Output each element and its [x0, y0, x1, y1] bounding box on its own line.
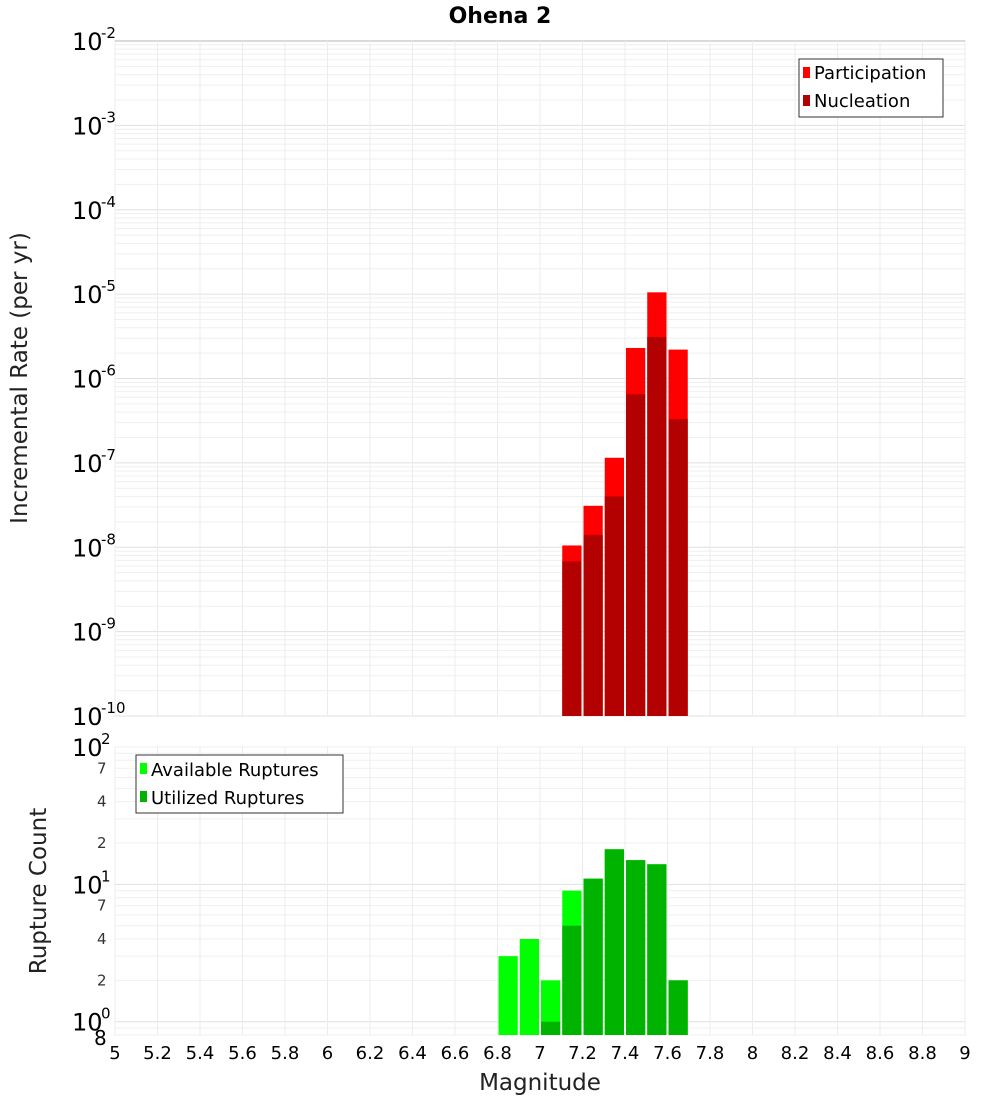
count-y-minor-tick-label: 7 — [97, 759, 107, 777]
x-axis-title: Magnitude — [479, 1070, 601, 1096]
rate-y-tick-exponent: -4 — [101, 193, 116, 211]
participation-legend-swatch — [803, 67, 810, 78]
count-legend: Available Ruptures Utilized Ruptures — [135, 754, 344, 814]
nucleation-bar — [626, 394, 646, 716]
x-tick-label: 8 — [747, 1043, 758, 1064]
utilized-ruptures-bar — [626, 860, 646, 1035]
rate-y-tick-exponent: -6 — [101, 362, 116, 380]
x-tick-label: 8.8 — [908, 1043, 937, 1064]
count-y-tick-label: 10 — [72, 734, 103, 762]
utilized-ruptures-bar — [647, 864, 667, 1035]
x-tick-label: 8.6 — [866, 1043, 895, 1064]
count-y-minor-tick-label: 4 — [97, 930, 107, 948]
nucleation-legend-swatch — [803, 95, 810, 106]
utilized-ruptures-bar — [562, 925, 582, 1035]
utilized-ruptures-bar — [541, 1021, 561, 1035]
x-tick-label: 8.2 — [781, 1043, 810, 1064]
x-tick-label: 7.2 — [568, 1043, 597, 1064]
count-y-minor-tick-label: 4 — [97, 793, 107, 811]
nucleation-bar — [647, 337, 667, 716]
x-tick-label: 5.8 — [271, 1043, 300, 1064]
available-legend-swatch — [140, 763, 147, 774]
chart-title: Ohena 2 — [449, 4, 552, 29]
x-tick-label: 7.6 — [653, 1043, 682, 1064]
count-y-tick-label: 10 — [72, 1009, 103, 1037]
rate-y-tick-exponent: -3 — [101, 108, 116, 126]
count-y-minor-tick-label: 2 — [97, 834, 107, 852]
rate-plot-grid — [114, 41, 966, 717]
nucleation-legend-label: Nucleation — [814, 91, 910, 112]
utilized-legend-swatch — [140, 791, 147, 802]
x-tick-label: 7.4 — [611, 1043, 640, 1064]
rate-y-tick-label: 10 — [72, 28, 103, 56]
count-y-minor-tick-label: 2 — [97, 971, 107, 989]
x-tick-label: 6.8 — [483, 1043, 512, 1064]
available-ruptures-bar — [519, 939, 539, 1035]
nucleation-bar — [562, 561, 582, 716]
x-tick-label: 9 — [959, 1043, 970, 1064]
count-y-axis-title: Rupture Count — [26, 808, 52, 974]
rate-y-tick-exponent: -2 — [101, 24, 116, 42]
x-tick-label: 6 — [322, 1043, 333, 1064]
rate-y-tick-label: 10 — [72, 197, 103, 225]
count-y-minor-tick-label: 8 — [94, 1026, 107, 1050]
count-y-tick-exponent: 1 — [101, 867, 111, 885]
available-ruptures-bar — [541, 980, 561, 1035]
x-tick-label: 5.2 — [143, 1043, 172, 1064]
rate-y-axis-title: Incremental Rate (per yr) — [7, 232, 33, 524]
rate-y-tick-exponent: -7 — [101, 446, 116, 464]
participation-legend-label: Participation — [814, 63, 926, 84]
x-tick-label: 7 — [534, 1043, 545, 1064]
nucleation-bar — [604, 496, 624, 716]
rate-legend: Participation Nucleation — [798, 58, 944, 118]
x-tick-label: 5 — [109, 1043, 120, 1064]
count-legend-box — [135, 754, 344, 814]
available-legend-label: Available Ruptures — [151, 760, 319, 781]
utilized-ruptures-bar — [583, 878, 603, 1035]
count-y-tick-exponent: 2 — [101, 730, 111, 748]
nucleation-bar — [583, 534, 603, 716]
utilized-ruptures-bar — [668, 980, 688, 1035]
nucleation-bar — [668, 419, 688, 716]
x-tick-label: 5.6 — [228, 1043, 257, 1064]
x-tick-label: 6.2 — [356, 1043, 385, 1064]
rate-legend-box — [798, 58, 944, 118]
x-tick-label: 6.6 — [441, 1043, 470, 1064]
x-axis-ticks: 5 5.2 5.4 5.6 5.8 6 6.2 6.4 6.6 6.8 7 7.2 7.4 7.6 7.8 8… — [109, 1043, 970, 1064]
x-tick-label: 8.4 — [823, 1043, 852, 1064]
x-tick-label: 7.8 — [696, 1043, 725, 1064]
rate-y-tick-label: 10 — [72, 619, 103, 647]
available-ruptures-bar — [498, 956, 518, 1035]
x-tick-label: 5.4 — [186, 1043, 215, 1064]
utilized-ruptures-bar — [604, 849, 624, 1035]
rate-y-tick-exponent: -5 — [101, 277, 116, 295]
x-tick-label: 6.4 — [398, 1043, 427, 1064]
count-y-minor-tick-label: 7 — [97, 897, 107, 915]
rate-y-tick-label: 10 — [72, 366, 103, 394]
rate-y-tick-label: 10 — [72, 112, 103, 140]
rate-plot-bars — [562, 292, 688, 716]
utilized-legend-label: Utilized Ruptures — [151, 788, 304, 809]
rate-y-tick-label: 10 — [72, 703, 103, 731]
count-y-tick-label: 10 — [72, 871, 103, 899]
rate-y-tick-exponent: -8 — [101, 530, 116, 548]
rate-y-tick-label: 10 — [72, 450, 103, 478]
count-y-tick-exponent: 0 — [101, 1005, 111, 1023]
rate-y-tick-exponent: -9 — [101, 615, 116, 633]
rate-y-tick-label: 10 — [72, 534, 103, 562]
rate-y-tick-label: 10 — [72, 281, 103, 309]
count-plot-bars — [498, 849, 688, 1035]
rate-y-tick-exponent: -10 — [101, 699, 126, 717]
